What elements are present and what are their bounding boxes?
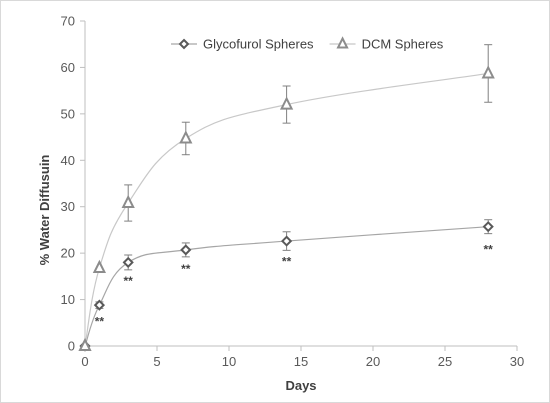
dcm-point [481, 65, 495, 79]
glycofurol-legend-label: Glycofurol Spheres [203, 37, 314, 52]
glycofurol-point [122, 256, 134, 269]
significance-label: ** [181, 262, 191, 276]
legend: Glycofurol Spheres DCM Spheres [171, 36, 444, 52]
y-tick-label: 40 [61, 153, 75, 168]
x-tick-label: 5 [153, 354, 160, 369]
dcm-point [279, 96, 294, 110]
y-tick-label: 20 [61, 246, 75, 261]
dcm-legend-marker [336, 36, 349, 49]
error-bars [95, 44, 493, 309]
x-tick-label: 10 [222, 354, 236, 369]
x-tick-label: 20 [366, 354, 380, 369]
glycofurol-point [482, 221, 494, 233]
dcm-legend-label: DCM Spheres [362, 37, 444, 52]
significance-label: ** [124, 274, 134, 288]
glycofurol-point [280, 235, 293, 247]
x-axis-title: Days [285, 378, 316, 393]
x-tick-label: 15 [294, 354, 308, 369]
y-axis-title: % Water Diffusuin [37, 155, 52, 266]
y-tick-label: 60 [61, 60, 75, 75]
dcm-point [121, 194, 135, 208]
glycofurol-point [180, 244, 192, 256]
significance-annotations: ** ** ** ** ** [95, 243, 493, 329]
x-tick-label: 0 [81, 354, 88, 369]
x-tick-label: 25 [438, 354, 452, 369]
y-tick-label: 10 [61, 292, 75, 307]
data-markers [78, 65, 495, 352]
significance-label: ** [484, 243, 494, 257]
x-tick-label: 30 [510, 354, 524, 369]
significance-label: ** [95, 315, 105, 329]
y-tick-label: 30 [61, 199, 75, 214]
significance-label: ** [282, 255, 292, 269]
dcm-point [92, 259, 107, 273]
y-tick-label: 50 [61, 106, 75, 121]
y-tick-label: 70 [61, 14, 75, 29]
y-tick-label: 0 [68, 339, 75, 354]
dcm-point [78, 337, 92, 351]
axes: 0 5 10 15 20 25 30 0 10 20 30 40 50 60 70 [61, 14, 525, 370]
dcm-point [179, 130, 193, 144]
glycofurol-legend-marker [178, 38, 190, 50]
glycofurol-point [93, 299, 106, 311]
